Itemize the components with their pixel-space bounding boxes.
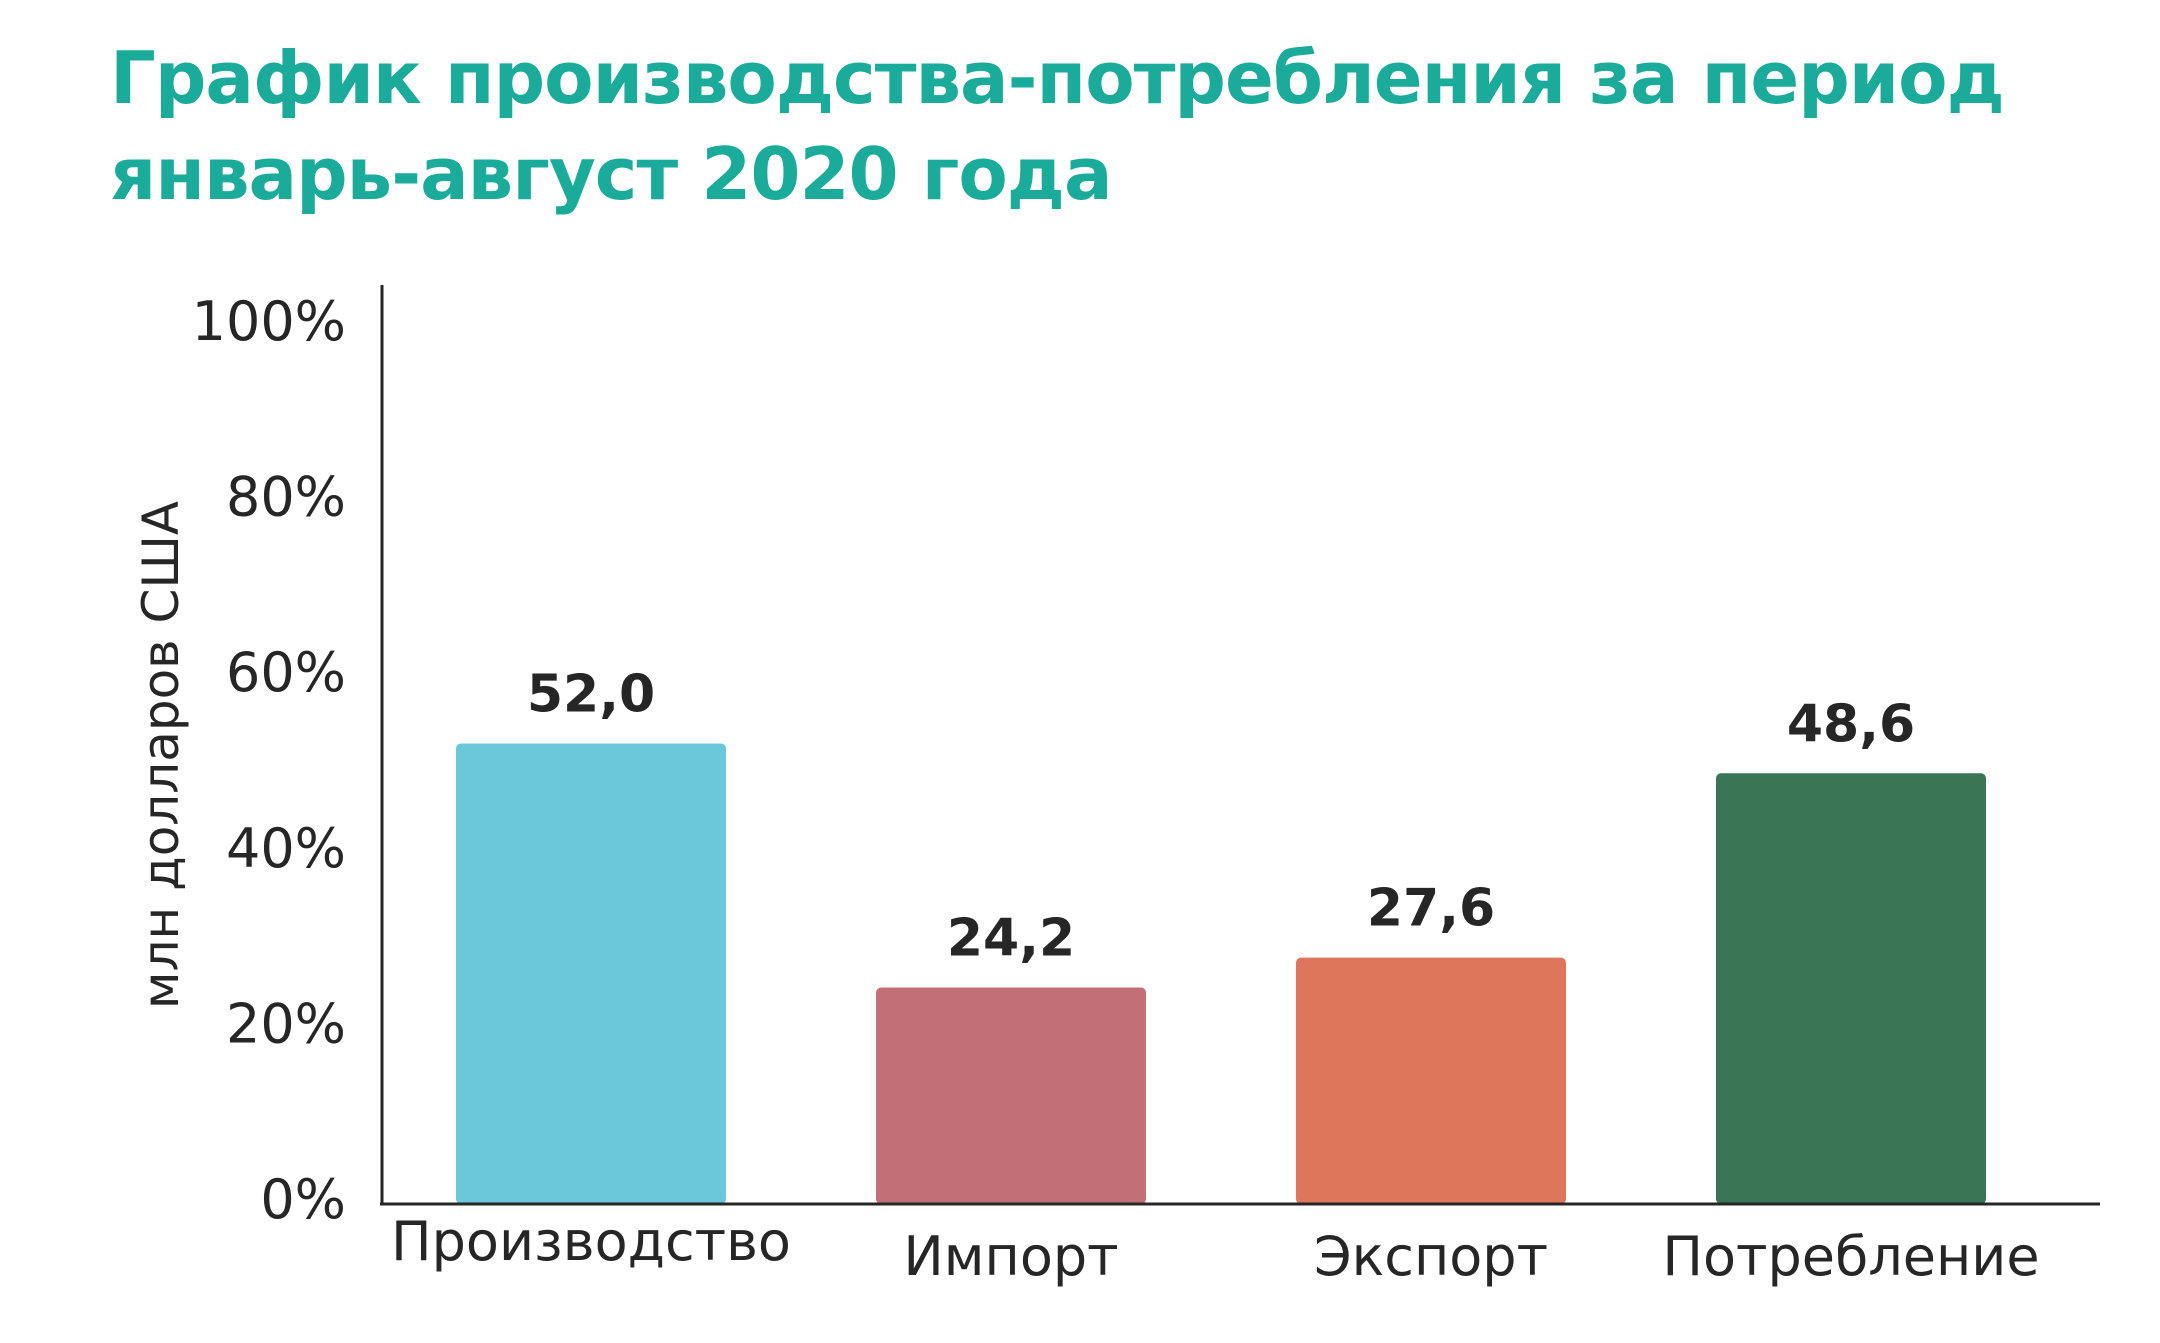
bars [456, 743, 1986, 1204]
bar-4 [1716, 773, 1986, 1204]
category-label-1: Производство [391, 1210, 791, 1273]
data-labels: 52,0 24,2 27,6 48,6 [527, 664, 1915, 968]
chart-title: График производства-потребления за перио… [110, 30, 2060, 222]
bar-1 [456, 743, 726, 1204]
y-tick-label-40: 40% [226, 817, 346, 880]
data-label-3: 27,6 [1367, 879, 1495, 939]
bar-2 [876, 987, 1146, 1204]
y-tick-label-20: 20% [226, 992, 346, 1055]
category-label-3: Экспорт [1314, 1225, 1548, 1288]
category-label-4: Потребление [1662, 1225, 2039, 1288]
data-label-4: 48,6 [1787, 694, 1915, 754]
y-tick-label-0: 0% [260, 1168, 346, 1231]
y-tick-label-80: 80% [226, 466, 346, 529]
y-axis-label: млн долларов США [132, 501, 190, 1009]
y-axis-ticks: 0% 20% 40% 60% 80% 100% [192, 290, 346, 1231]
chart-title-line-1: График производства-потребления за перио… [110, 36, 2005, 120]
y-tick-label-60: 60% [226, 641, 346, 704]
y-tick-label-100: 100% [192, 290, 346, 353]
category-label-2: Импорт [903, 1225, 1118, 1288]
bar-3 [1296, 957, 1566, 1204]
data-label-2: 24,2 [947, 909, 1075, 969]
x-axis-categories: Производство Импорт Экспорт Потребление [391, 1210, 2040, 1288]
chart-title-line-2: январь-август 2020 года [110, 132, 1113, 216]
data-label-1: 52,0 [527, 664, 655, 724]
